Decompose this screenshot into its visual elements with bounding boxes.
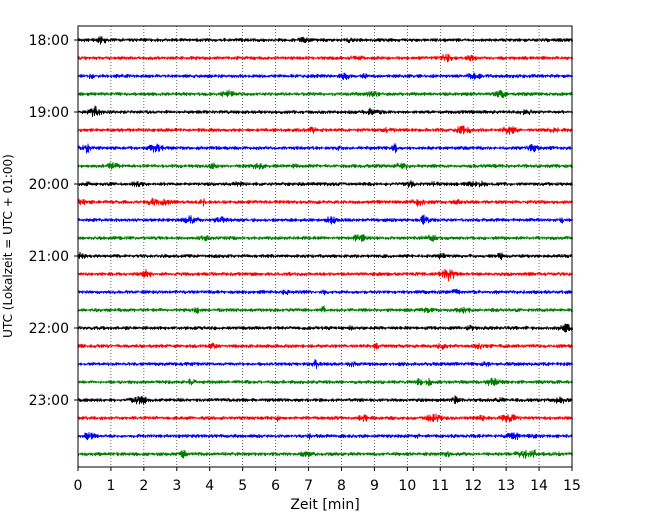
trace-line <box>77 197 573 207</box>
trace-line <box>77 72 573 81</box>
y-tick-label: 21:00 <box>29 249 69 265</box>
x-tick-label: 13 <box>497 478 515 494</box>
x-tick-label: 15 <box>563 478 581 494</box>
trace-line <box>77 214 573 225</box>
y-tick-label: 19:00 <box>29 105 69 121</box>
trace-line <box>77 431 573 441</box>
y-tick-label: 22:00 <box>29 321 69 337</box>
y-tick-label: 20:00 <box>29 177 69 193</box>
x-tick-label: 11 <box>431 478 449 494</box>
trace-line <box>77 358 573 369</box>
trace-line <box>77 342 573 350</box>
trace-line <box>77 234 573 242</box>
y-axis: 18:00 19:00 20:00 21:00 22:00 23:00 <box>29 33 78 409</box>
y-axis-title: UTC (Lokalzeit = UTC + 01:00) <box>1 154 15 338</box>
trace-line <box>77 53 573 63</box>
trace-line <box>77 162 573 170</box>
y-tick-label: 18:00 <box>29 33 69 49</box>
trace-line <box>77 288 573 296</box>
trace-line <box>77 142 573 154</box>
trace-line <box>77 125 573 135</box>
x-tick-label: 6 <box>271 478 280 494</box>
x-tick-label: 4 <box>205 478 214 494</box>
y-tick-label: 23:00 <box>29 393 69 409</box>
trace-line <box>77 449 573 459</box>
trace-line <box>77 105 573 118</box>
trace-line <box>77 35 573 45</box>
trace-line <box>77 180 573 188</box>
trace-line <box>77 323 573 333</box>
x-tick-label: 14 <box>530 478 548 494</box>
x-tick-label: 3 <box>172 478 181 494</box>
seismic-traces <box>77 35 573 459</box>
x-tick-label: 10 <box>398 478 416 494</box>
x-axis-title: Zeit [min] <box>290 497 359 513</box>
x-tick-label: 7 <box>304 478 313 494</box>
x-tick-label: 1 <box>106 478 115 494</box>
x-tick-label: 5 <box>238 478 247 494</box>
plot-frame <box>77 25 573 468</box>
x-tick-label: 8 <box>337 478 346 494</box>
x-tick-label: 12 <box>464 478 482 494</box>
x-tick-label: 0 <box>74 478 83 494</box>
x-tick-label: 2 <box>139 478 148 494</box>
trace-line <box>77 305 573 315</box>
x-tick-label: 9 <box>370 478 379 494</box>
trace-line <box>77 377 573 387</box>
trace-line <box>77 268 573 282</box>
trace-line <box>77 89 573 99</box>
x-axis: 0 1 2 3 4 5 6 7 8 9 10 11 12 13 14 15 <box>74 467 581 494</box>
trace-line <box>77 251 573 261</box>
trace-line <box>77 413 573 423</box>
trace-line <box>77 395 573 405</box>
